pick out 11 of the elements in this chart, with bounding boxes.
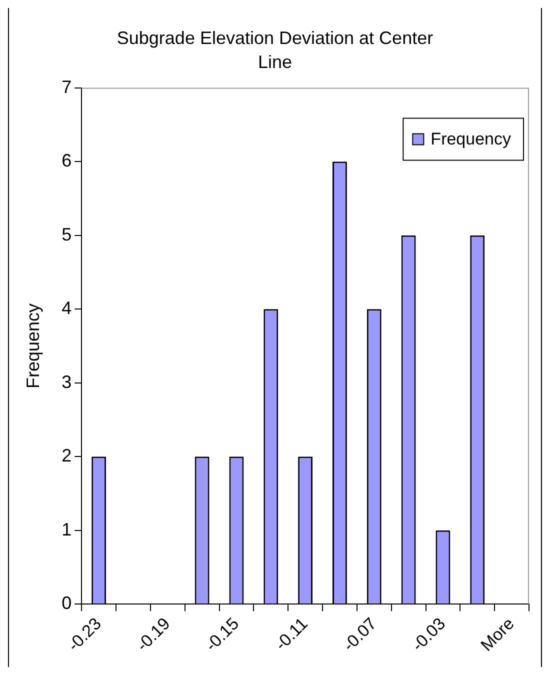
y-tick-label: 3	[62, 372, 72, 392]
y-tick-label: 2	[62, 446, 72, 466]
y-tick-label: 0	[62, 593, 72, 614]
y-axis-title: Frequency	[22, 303, 43, 389]
y-tick-label: 1	[62, 519, 72, 540]
y-tick-label: 7	[62, 76, 72, 97]
legend-label: Frequency	[430, 129, 512, 148]
y-tick-label: 5	[62, 224, 72, 244]
y-tick-label: 6	[62, 150, 72, 171]
chart-title: Subgrade Elevation Deviation at Center Line	[116, 27, 434, 74]
y-tick-label: 4	[62, 298, 72, 318]
